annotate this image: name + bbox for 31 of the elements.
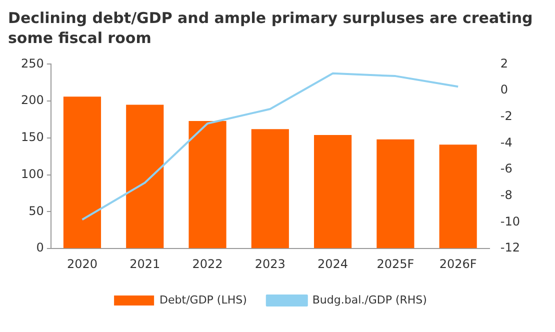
bar	[126, 104, 164, 248]
y-tick-label: 250	[21, 56, 44, 70]
x-tick-label: 2026F	[439, 256, 477, 271]
x-tick-label: 2024	[318, 256, 348, 271]
legend-label: Debt/GDP (LHS)	[160, 293, 247, 306]
y-tick-label: 150	[21, 130, 44, 144]
y2-tick-label: 0	[500, 82, 508, 97]
y2-tick-label: -10	[500, 214, 520, 228]
y-tick-label: 200	[21, 93, 44, 108]
y2-tick-label: -12	[500, 240, 520, 255]
bar	[439, 144, 477, 248]
bar	[188, 120, 226, 248]
y2-tick-label: -6	[500, 162, 512, 176]
x-tick-label: 2023	[254, 256, 286, 271]
bar	[376, 139, 414, 248]
y2-tick-label: -2	[500, 109, 512, 124]
y2-tick-label: -8	[500, 188, 512, 202]
bar	[63, 96, 102, 248]
y2-tick-label: -4	[500, 135, 512, 150]
y-tick-label: 100	[21, 166, 44, 181]
legend-label: Budg.bal./GDP (RHS)	[312, 293, 427, 306]
x-tick-label: 2022	[192, 256, 223, 271]
y-tick-label: 50	[28, 204, 44, 218]
bar	[251, 129, 289, 248]
bar	[314, 135, 352, 248]
y2-tick-label: 2	[500, 56, 508, 70]
y-tick-label: 0	[36, 240, 44, 255]
x-tick-label: 2020	[66, 256, 98, 271]
chart-title: Declining debt/GDP and ample primary surpluses are creating some fiscal room	[8, 8, 534, 48]
x-tick-label: 2025F	[376, 256, 414, 271]
x-tick-label: 2021	[130, 256, 160, 271]
